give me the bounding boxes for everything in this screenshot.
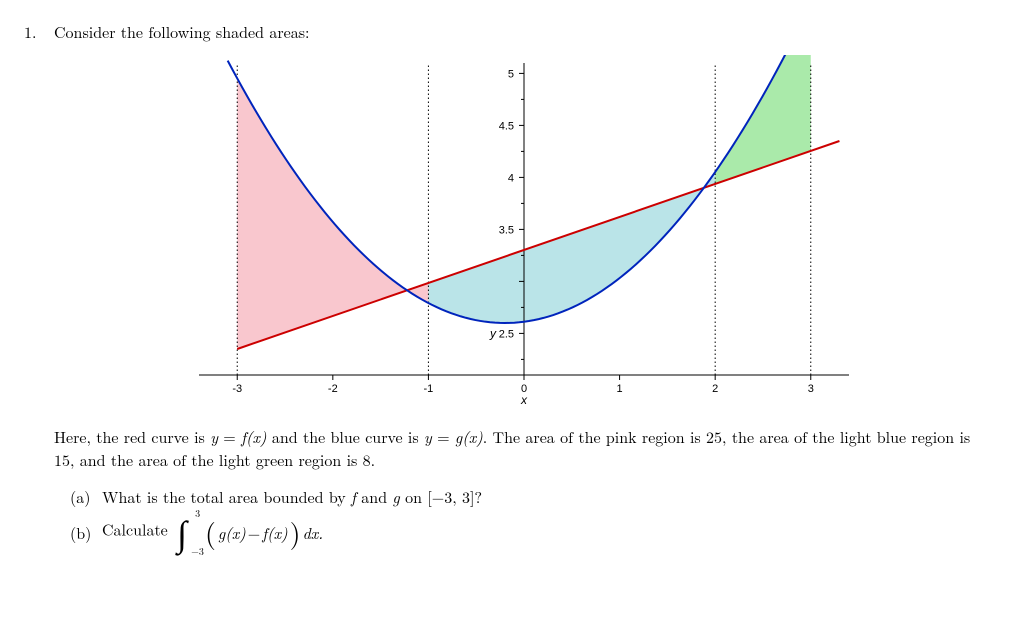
svg-text:y: y (489, 326, 497, 340)
part-b: (b) Calculate ∫ 3 −3 ( g(x) − f(x) ) dx. (70, 514, 994, 550)
part-a-label: (a) (70, 485, 94, 508)
integral-icon: ∫ 3 −3 ( g(x) − f(x) ) dx. (177, 514, 323, 550)
svg-text:x: x (520, 393, 528, 405)
part-b-label: (b) (70, 521, 94, 544)
svg-text:-3: -3 (232, 383, 242, 395)
svg-text:3: 3 (808, 383, 814, 395)
svg-text:-2: -2 (328, 383, 338, 395)
svg-text:-1: -1 (424, 383, 434, 395)
problem-prompt: Consider the following shaded areas: (54, 20, 994, 43)
shaded-areas-chart: -3-2-101232.53.544.55xy (179, 55, 869, 405)
part-a-text: What is the total area bounded by f and … (102, 485, 482, 508)
problem-number: 1. (24, 20, 44, 556)
svg-text:1: 1 (617, 383, 623, 395)
svg-text:2: 2 (712, 383, 718, 395)
svg-text:4.5: 4.5 (499, 120, 514, 132)
svg-text:4: 4 (508, 172, 514, 184)
svg-text:3.5: 3.5 (499, 224, 514, 236)
svg-text:5: 5 (508, 68, 514, 80)
svg-text:2.5: 2.5 (499, 328, 514, 340)
problem-description: Here, the red curve is y = f(x) and the … (54, 425, 994, 471)
part-b-text: Calculate ∫ 3 −3 ( g(x) − f(x) ) dx. (102, 514, 327, 550)
part-a: (a) What is the total area bounded by f … (70, 485, 994, 508)
